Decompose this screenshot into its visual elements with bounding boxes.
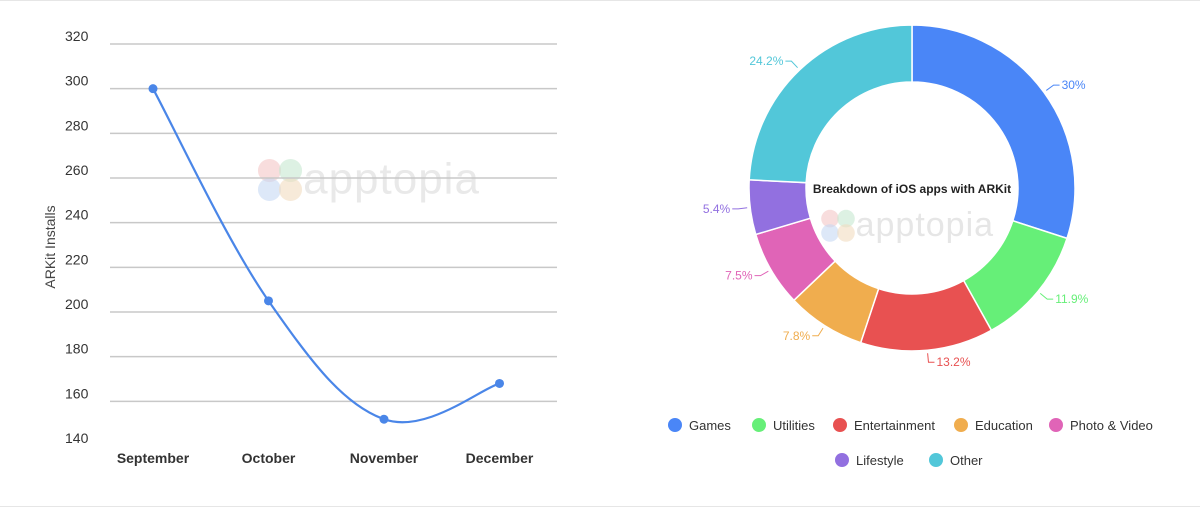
- y-tick-label: 320: [65, 28, 89, 44]
- x-tick-label: November: [350, 450, 419, 466]
- logo-petal: [278, 177, 303, 202]
- data-point[interactable]: [148, 84, 158, 94]
- slice-label: 13.2%: [936, 355, 970, 369]
- line-series-path: [152, 88, 500, 424]
- slice-label-leader: [754, 270, 769, 277]
- donut-title: Breakdown of iOS apps with ARKit: [813, 182, 1011, 196]
- logo-petal: [257, 177, 282, 202]
- legend-label: Lifestyle: [856, 453, 904, 468]
- logo-petal: [278, 159, 303, 183]
- donut-watermark: apptopia: [821, 206, 994, 244]
- line-chart-x-ticks: September October November December: [117, 450, 534, 466]
- donut-slices: [748, 24, 1076, 352]
- donut-legend: Games Utilities Entertainment Education Phot…: [668, 418, 1153, 468]
- legend-item[interactable]: Utilities: [752, 418, 815, 433]
- line-chart-y-ticks: 140 160 180 200 220 240 260 280 300 320: [65, 28, 89, 446]
- slice-label: 5.4%: [703, 202, 731, 216]
- y-tick-label: 160: [65, 385, 89, 401]
- legend-swatch: [954, 418, 968, 432]
- slice-label-leader: [812, 327, 824, 337]
- logo-petal: [821, 209, 839, 228]
- slice-label: 11.9%: [1055, 292, 1088, 306]
- slice-label-leader: [1046, 84, 1060, 91]
- legend-label: Entertainment: [854, 418, 935, 433]
- slice-label: 7.8%: [783, 329, 811, 343]
- legend-label: Other: [950, 453, 983, 468]
- slice-label-leader: [1039, 293, 1054, 300]
- x-tick-label: October: [242, 450, 296, 466]
- y-tick-label: 200: [65, 296, 89, 312]
- apptopia-logo: apptopia: [821, 206, 994, 244]
- slice-label: 7.5%: [725, 269, 753, 283]
- legend-label: Photo & Video: [1070, 418, 1153, 433]
- logo-petal: [837, 224, 855, 242]
- legend-item[interactable]: Lifestyle: [835, 453, 904, 468]
- slice-label-leader: [732, 207, 748, 210]
- apptopia-logo: apptopia: [257, 155, 480, 204]
- legend-label: Games: [689, 418, 731, 433]
- legend-swatch: [752, 418, 766, 432]
- line-chart-grid: [110, 43, 557, 403]
- data-point[interactable]: [379, 414, 389, 424]
- legend-swatch: [668, 418, 682, 432]
- logo-petal: [821, 224, 839, 242]
- donut-slice[interactable]: [911, 24, 1076, 240]
- watermark-text: apptopia: [303, 155, 480, 204]
- slice-label: 30%: [1062, 78, 1086, 92]
- logo-petal: [837, 209, 855, 228]
- line-chart-watermark: apptopia: [257, 155, 480, 204]
- legend-swatch: [929, 453, 943, 467]
- y-tick-label: 220: [65, 251, 89, 267]
- legend-item[interactable]: Photo & Video: [1049, 418, 1153, 433]
- x-tick-label: September: [117, 450, 190, 466]
- legend-item[interactable]: Education: [954, 418, 1033, 433]
- y-tick-label: 180: [65, 341, 89, 357]
- data-point[interactable]: [264, 296, 273, 306]
- legend-item[interactable]: Other: [929, 453, 983, 468]
- y-tick-label: 140: [65, 430, 89, 446]
- slice-label-leader: [927, 353, 935, 363]
- donut-slice[interactable]: [748, 24, 913, 184]
- y-tick-label: 280: [65, 117, 89, 133]
- y-axis-title: ARKit Installs: [42, 205, 58, 288]
- line-chart: apptopia 140160180200220240260280300320 …: [42, 28, 557, 466]
- slice-label: 24.2%: [749, 54, 783, 68]
- line-chart-series: [148, 84, 504, 424]
- watermark-text: apptopia: [856, 206, 994, 244]
- slice-label-leader: [785, 60, 798, 69]
- legend-item[interactable]: Games: [668, 418, 731, 433]
- legend-swatch: [835, 453, 849, 467]
- y-tick-label: 240: [65, 207, 89, 223]
- y-tick-label: 300: [65, 73, 89, 89]
- legend-label: Education: [975, 418, 1033, 433]
- y-tick-label: 260: [65, 162, 89, 178]
- legend-swatch: [1049, 418, 1063, 432]
- logo-petal: [257, 159, 282, 183]
- donut-slice-labels: 30% 11.9% 13.2% 7.8% 7.5% 5.4% 24.2%: [703, 54, 1089, 369]
- legend-swatch: [833, 418, 847, 432]
- legend-label: Utilities: [773, 418, 815, 433]
- donut-chart: 30% 11.9% 13.2% 7.8% 7.5% 5.4% 24.2% Breakdown…: [668, 24, 1153, 468]
- legend-item[interactable]: Entertainment: [833, 418, 935, 433]
- data-point[interactable]: [495, 378, 504, 388]
- x-tick-label: December: [466, 450, 534, 466]
